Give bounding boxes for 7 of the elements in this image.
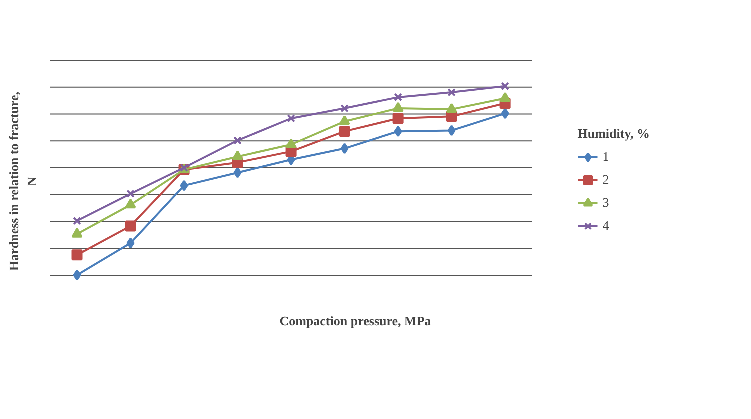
legend-title: Humidity, % [578, 126, 650, 142]
x-axis-title: Compaction pressure, MPa [280, 314, 432, 328]
legend-label: 2 [602, 172, 610, 188]
legend-label: 4 [602, 218, 610, 234]
y-axis-title: Hardness in relation to fracture, N [6, 92, 40, 271]
legend-label: 1 [602, 149, 610, 165]
legend-label: 3 [602, 195, 610, 211]
